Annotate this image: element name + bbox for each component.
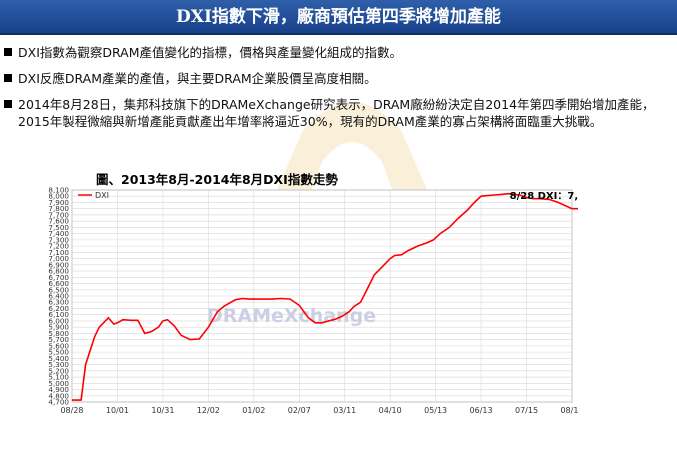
y-tick-label: 7,800 — [48, 204, 69, 213]
y-tick-label: 7,000 — [48, 254, 69, 263]
y-tick-label: 4,900 — [48, 385, 69, 394]
legend-label: DXI — [95, 191, 109, 200]
y-tick-label: 6,900 — [48, 260, 69, 269]
bullet-square-icon — [4, 48, 12, 56]
x-tick-label: 03/11 — [333, 406, 356, 415]
x-tick-label: 07/15 — [515, 406, 538, 415]
series-line-dxi — [72, 192, 598, 401]
title-bar: DXI指數下滑，廠商預估第四季將增加產能 — [0, 0, 677, 35]
y-tick-label: 8,000 — [48, 192, 69, 201]
y-tick-label: 5,700 — [48, 335, 69, 344]
y-tick-label: 5,800 — [48, 329, 69, 338]
y-tick-label: 7,600 — [48, 217, 69, 226]
y-tick-label: 4,800 — [48, 391, 69, 400]
x-tick-label: 10/01 — [106, 406, 129, 415]
y-tick-label: 7,500 — [48, 223, 69, 232]
y-tick-label: 7,900 — [48, 198, 69, 207]
x-tick-label: 06/13 — [470, 406, 493, 415]
y-tick-label: 7,100 — [48, 248, 69, 257]
y-tick-label: 7,700 — [48, 210, 69, 219]
y-tick-label: 6,500 — [48, 285, 69, 294]
dxi-line-chart: 4,700 4,800 4,900 5,000 5,100 5,200 5,300 5,400… — [38, 180, 602, 420]
y-tick-label: 6,100 — [48, 310, 69, 319]
y-tick-label: 5,500 — [48, 348, 69, 357]
y-tick-label: 5,600 — [48, 341, 69, 350]
page-title: DXI指數下滑，廠商預估第四季將增加產能 — [176, 7, 501, 27]
y-tick-label: 5,300 — [48, 360, 69, 369]
x-tick-label: 12/02 — [197, 406, 220, 415]
y-tick-label: 7,400 — [48, 229, 69, 238]
annotation-label: 8/28 DXI：7,779 — [510, 191, 578, 202]
y-tick-label: 5,200 — [48, 366, 69, 375]
y-tick-label: 5,000 — [48, 379, 69, 388]
y-tick-label: 7,200 — [48, 242, 69, 251]
y-tick-label: 5,400 — [48, 354, 69, 363]
y-tick-label: 6,700 — [48, 273, 69, 282]
y-tick-label: 6,800 — [48, 267, 69, 276]
y-tick-label: 8,100 — [48, 186, 69, 195]
x-tick-label: 08/28 — [60, 406, 83, 415]
y-tick-label: 4,700 — [48, 398, 69, 407]
chart-watermark-text: DRAMeXchange — [207, 305, 376, 327]
y-tick-label: 7,300 — [48, 235, 69, 244]
bullet-text: DXI指數為觀察DRAM產值變化的指標，價格與產量變化組成的指數。 — [18, 45, 403, 60]
y-tick-label: 6,000 — [48, 316, 69, 325]
chart-svg: 4,7004,8004,9005,0005,1005,2005,3005,400… — [48, 186, 602, 415]
bullet-square-icon — [4, 100, 12, 108]
y-tick-label: 6,300 — [48, 298, 69, 307]
bullet-square-icon — [4, 74, 12, 82]
x-tick-label: 04/10 — [379, 406, 402, 415]
x-tick-label: 01/02 — [242, 406, 265, 415]
x-tick-label: 02/07 — [288, 406, 311, 415]
x-tick-label: 08/14 — [560, 406, 578, 415]
figure-caption: 圖、2013年8月-2014年8月DXI指數走勢 — [96, 172, 338, 187]
bullet-text: 2014年8月28日，集邦科技旗下的DRAMeXchange研究表示，DRAM廠… — [18, 97, 655, 129]
x-tick-label: 10/31 — [151, 406, 174, 415]
x-tick-label: 05/13 — [424, 406, 447, 415]
y-tick-label: 6,600 — [48, 279, 69, 288]
y-tick-label: 6,200 — [48, 304, 69, 313]
y-tick-label: 5,100 — [48, 373, 69, 382]
bullet-text: DXI反應DRAM產業的產值，與主要DRAM企業股價呈高度相關。 — [18, 71, 377, 86]
y-tick-label: 5,900 — [48, 323, 69, 332]
y-tick-label: 6,400 — [48, 292, 69, 301]
